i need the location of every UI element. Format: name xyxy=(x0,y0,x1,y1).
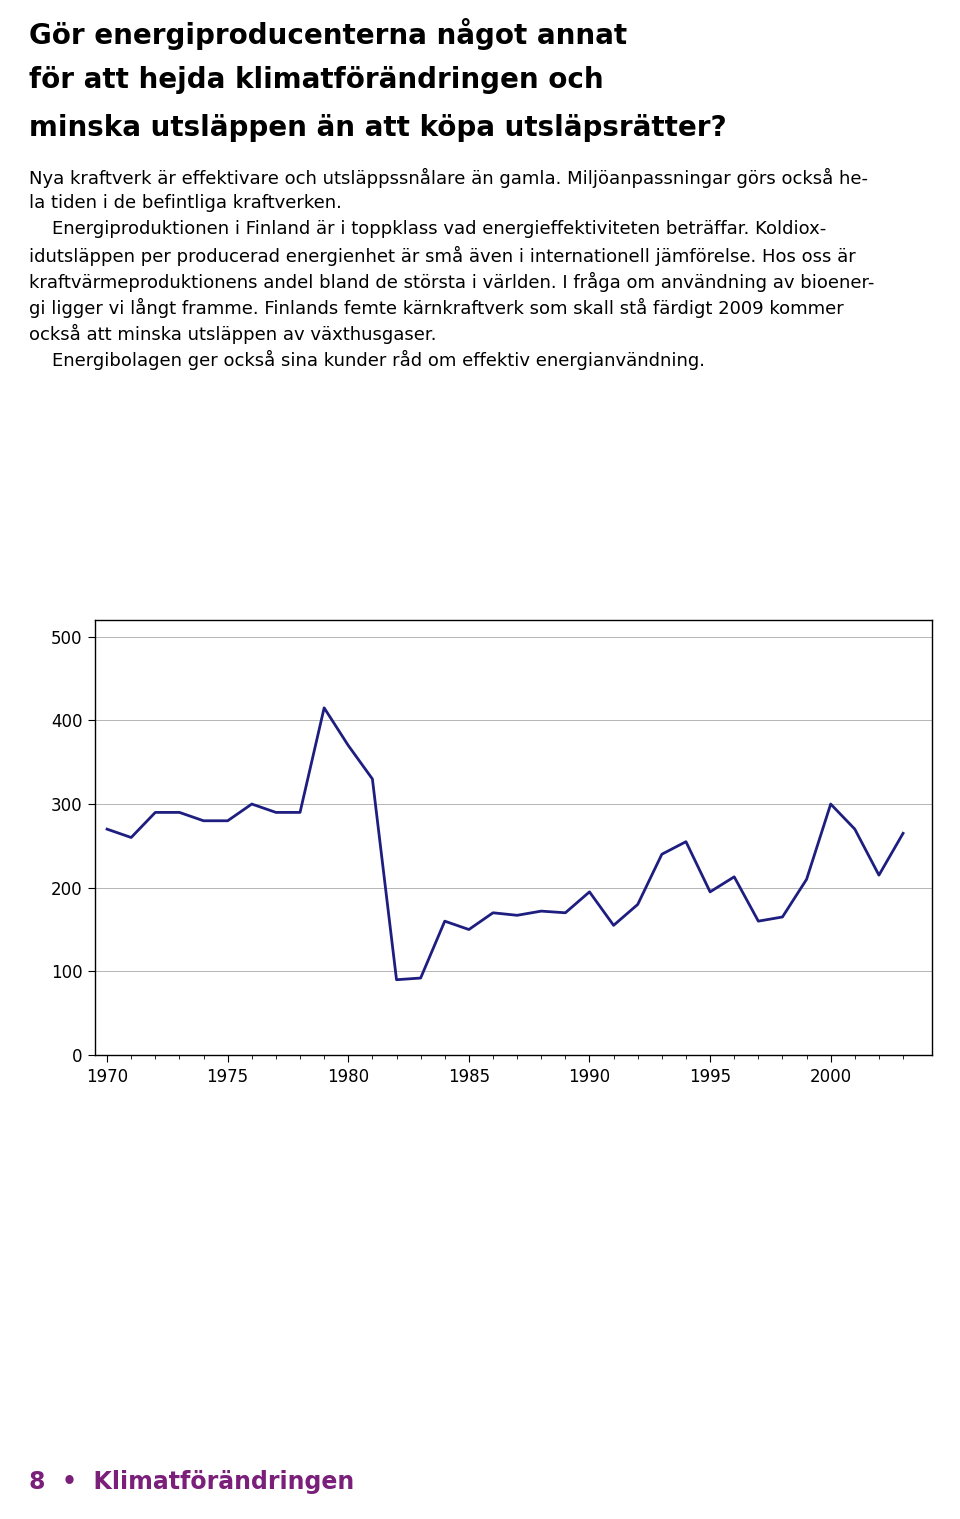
Text: Energibolagen ger också sina kunder råd om effektiv energianvändning.: Energibolagen ger också sina kunder råd … xyxy=(29,349,705,371)
Text: idutsläppen per producerad energienhet är små även i internationell jämförelse. : idutsläppen per producerad energienhet ä… xyxy=(29,246,855,266)
Text: elproduktionen i Finland 2003, g/kWh: elproduktionen i Finland 2003, g/kWh xyxy=(41,542,602,568)
Text: för att hejda klimatförändringen och: för att hejda klimatförändringen och xyxy=(29,65,604,94)
Text: Koldioxidutsläpp från: Koldioxidutsläpp från xyxy=(41,494,362,523)
Text: gi ligger vi långt framme. Finlands femte kärnkraftverk som skall stå färdigt 20: gi ligger vi långt framme. Finlands femt… xyxy=(29,298,844,317)
Text: Gör energiproducenterna något annat: Gör energiproducenterna något annat xyxy=(29,18,627,50)
Text: kraftvärmeproduktionens andel bland de största i världen. I fråga om användning : kraftvärmeproduktionens andel bland de s… xyxy=(29,272,875,292)
Text: Nya kraftverk är effektivare och utsläppssnålare än gamla. Miljöanpassningar gör: Nya kraftverk är effektivare och utsläpp… xyxy=(29,169,868,188)
Text: Energiproduktionen i Finland är i toppklass vad energieffektiviteten beträffar. : Energiproduktionen i Finland är i toppkl… xyxy=(29,220,826,238)
Text: 8  •  Klimatförändringen: 8 • Klimatförändringen xyxy=(29,1470,354,1495)
Text: la tiden i de befintliga kraftverken.: la tiden i de befintliga kraftverken. xyxy=(29,194,342,213)
Text: minska utsläppen än att köpa utsläpsrätter?: minska utsläppen än att köpa utsläpsrätt… xyxy=(29,114,727,141)
Text: också att minska utsläppen av växthusgaser.: också att minska utsläppen av växthusgas… xyxy=(29,324,436,345)
